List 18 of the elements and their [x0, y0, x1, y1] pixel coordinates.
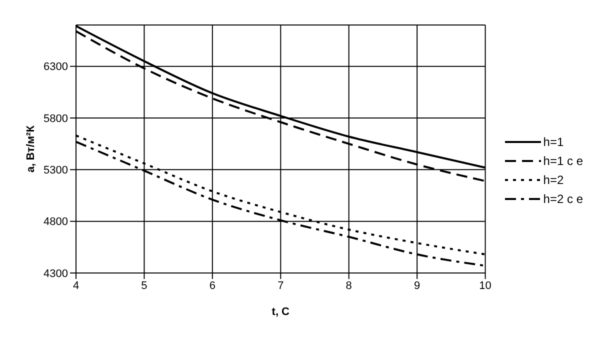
y-tick-label: 6300: [44, 61, 68, 74]
legend-label: h=1: [543, 135, 564, 149]
x-tick-label: 9: [414, 280, 420, 292]
legend-label: h=2 с е: [543, 192, 583, 206]
y-axis-title: a, Вт/м²К: [25, 125, 37, 172]
x-tick-label: 8: [346, 280, 352, 292]
legend-label: h=2: [543, 173, 564, 187]
legend-label: h=1 с е: [543, 154, 583, 168]
y-tick-label: 4300: [44, 268, 68, 280]
x-tick-label: 6: [209, 280, 216, 292]
x-tick-label: 5: [141, 280, 148, 292]
y-tick-label: 4800: [44, 216, 68, 228]
x-tick-label: 7: [278, 280, 284, 292]
y-tick-label: 5800: [44, 112, 68, 125]
y-tick-label: 5300: [44, 164, 68, 177]
x-tick-label: 4: [72, 280, 80, 292]
x-axis-title: t, C: [272, 306, 290, 318]
x-tick-label: 10: [479, 280, 492, 292]
